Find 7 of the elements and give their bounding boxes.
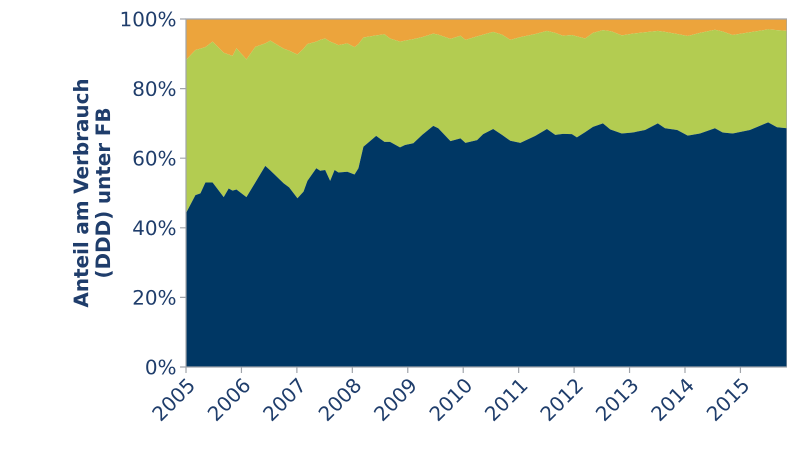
y-tick-label: 0%	[146, 359, 176, 375]
y-tick-label: 80%	[134, 81, 176, 96]
y-tick-label: 60%	[134, 150, 176, 166]
y-tick-label: 20%	[134, 290, 176, 305]
y-axis-title: Anteil am Verbrauch (DDD) unter FB	[72, 80, 113, 308]
y-tick-label: 40%	[133, 220, 176, 236]
y-tick-label: 100%	[122, 11, 176, 27]
